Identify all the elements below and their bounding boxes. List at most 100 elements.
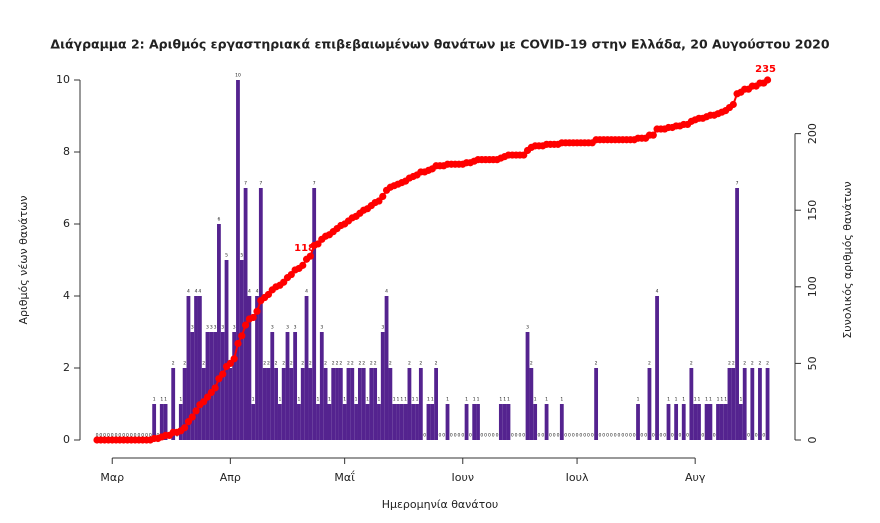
bar-value-label: 2 (759, 361, 762, 367)
bar-value-label: 2 (743, 361, 746, 367)
bar-value-label: 1 (366, 397, 369, 403)
bar (304, 296, 309, 440)
bar-value-label: 3 (214, 325, 217, 331)
bar (750, 368, 755, 440)
bar-value-label: 0 (614, 433, 617, 439)
bar (182, 368, 187, 440)
y-tick-label: 8 (63, 145, 70, 158)
bar (388, 368, 393, 440)
cumulative-point (249, 313, 257, 322)
y2-tick-label: 100 (806, 276, 819, 297)
bar-value-label: 0 (678, 433, 681, 439)
bar-value-label: 1 (153, 397, 156, 403)
bar-value-label: 1 (499, 397, 502, 403)
bar-value-label: 3 (381, 325, 384, 331)
bar-value-label: 2 (263, 361, 266, 367)
bar-value-label: 0 (652, 433, 655, 439)
cumulative-point (238, 332, 246, 340)
bar-value-label: 5 (225, 253, 228, 259)
cumulative-point (299, 261, 307, 269)
bar-value-label: 1 (355, 397, 358, 403)
bar (232, 332, 237, 440)
bar (666, 404, 671, 440)
bar-value-label: 3 (526, 325, 529, 331)
bar (407, 368, 412, 440)
bar-value-label: 2 (728, 361, 731, 367)
bar (418, 368, 423, 440)
bar (251, 404, 256, 440)
bar-value-label: 1 (317, 397, 320, 403)
bar-value-label: 1 (694, 397, 697, 403)
bar (533, 404, 538, 440)
bar (445, 404, 450, 440)
bar (742, 368, 747, 440)
cumulative-point (219, 370, 227, 378)
bar (396, 404, 400, 440)
x-tick-label: Μαρ (100, 471, 124, 484)
bar-value-label: 2 (370, 361, 373, 367)
cumulative-point (253, 307, 261, 315)
bar-value-label: 0 (621, 433, 624, 439)
cumulative-point (763, 76, 772, 84)
bar (525, 332, 530, 440)
bar-value-label: 2 (595, 361, 598, 367)
bar-value-label: 2 (309, 361, 312, 367)
bar-value-label: 0 (130, 433, 133, 439)
bar-value-label: 0 (511, 433, 514, 439)
bar-value-label: 2 (732, 361, 735, 367)
bar-value-label: 2 (408, 361, 411, 367)
bar-value-label: 0 (480, 433, 483, 439)
bar-value-label: 2 (183, 361, 186, 367)
chart-title: Διάγραμμα 2: Αριθμός εργαστηριακά επιβεβ… (50, 37, 829, 52)
bar (308, 368, 313, 440)
bar-value-label: 2 (389, 361, 392, 367)
bar-value-label: 0 (640, 433, 643, 439)
bar (323, 368, 328, 440)
bar-value-label: 4 (656, 289, 659, 295)
bar-value-label: 0 (587, 433, 590, 439)
bar (274, 368, 278, 440)
bar (411, 404, 416, 440)
bar (152, 404, 157, 440)
bar (159, 404, 164, 440)
bar-value-label: 3 (271, 325, 274, 331)
bar-value-label: 0 (553, 433, 556, 439)
bar-value-label: 1 (675, 397, 678, 403)
cumulative-point (234, 339, 242, 348)
bar-value-label: 0 (671, 433, 674, 439)
bar-value-label: 1 (637, 397, 640, 403)
bar-value-label: 0 (618, 433, 621, 439)
bar-value-label: 2 (336, 361, 339, 367)
bar-value-label: 2 (282, 361, 285, 367)
bar-value-label: 1 (404, 397, 407, 403)
bar (506, 404, 511, 440)
x-tick-label: Ιουλ (566, 471, 589, 484)
bar-value-label: 0 (111, 433, 114, 439)
bar-value-label: 1 (278, 397, 281, 403)
bar-value-label: 0 (659, 433, 662, 439)
bar (350, 368, 355, 440)
bar-value-label: 2 (267, 361, 270, 367)
bar (300, 368, 305, 440)
bar (380, 332, 385, 440)
bar-value-label: 0 (458, 433, 461, 439)
bar (247, 296, 252, 440)
bar-value-label: 0 (137, 433, 140, 439)
bar-value-label: 0 (454, 433, 457, 439)
bar-value-label: 1 (431, 397, 434, 403)
bar-value-label: 1 (507, 397, 510, 403)
bar-value-label: 2 (347, 361, 350, 367)
bar-value-label: 2 (362, 361, 365, 367)
bar (270, 332, 275, 440)
bar (289, 368, 294, 440)
y2-tick-label: 150 (806, 200, 819, 221)
bar (236, 80, 240, 440)
bar (738, 404, 743, 440)
bar (197, 296, 202, 440)
bar (544, 404, 549, 440)
bar-value-label: 1 (473, 397, 476, 403)
bar (186, 296, 191, 440)
bar (377, 404, 381, 440)
bar-value-label: 5 (240, 253, 243, 259)
bar (312, 188, 317, 440)
